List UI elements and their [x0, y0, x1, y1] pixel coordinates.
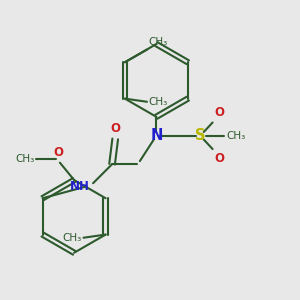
Text: CH₃: CH₃: [63, 233, 82, 243]
Text: CH₃: CH₃: [148, 37, 168, 47]
Text: CH₃: CH₃: [148, 97, 168, 107]
Text: O: O: [53, 146, 63, 160]
Text: CH₃: CH₃: [226, 131, 245, 141]
Text: N: N: [150, 128, 163, 143]
Text: O: O: [214, 152, 224, 165]
Text: O: O: [214, 106, 224, 119]
Text: NH: NH: [69, 180, 89, 193]
Text: CH₃: CH₃: [15, 154, 34, 164]
Text: S: S: [195, 128, 206, 143]
Text: O: O: [111, 122, 121, 135]
